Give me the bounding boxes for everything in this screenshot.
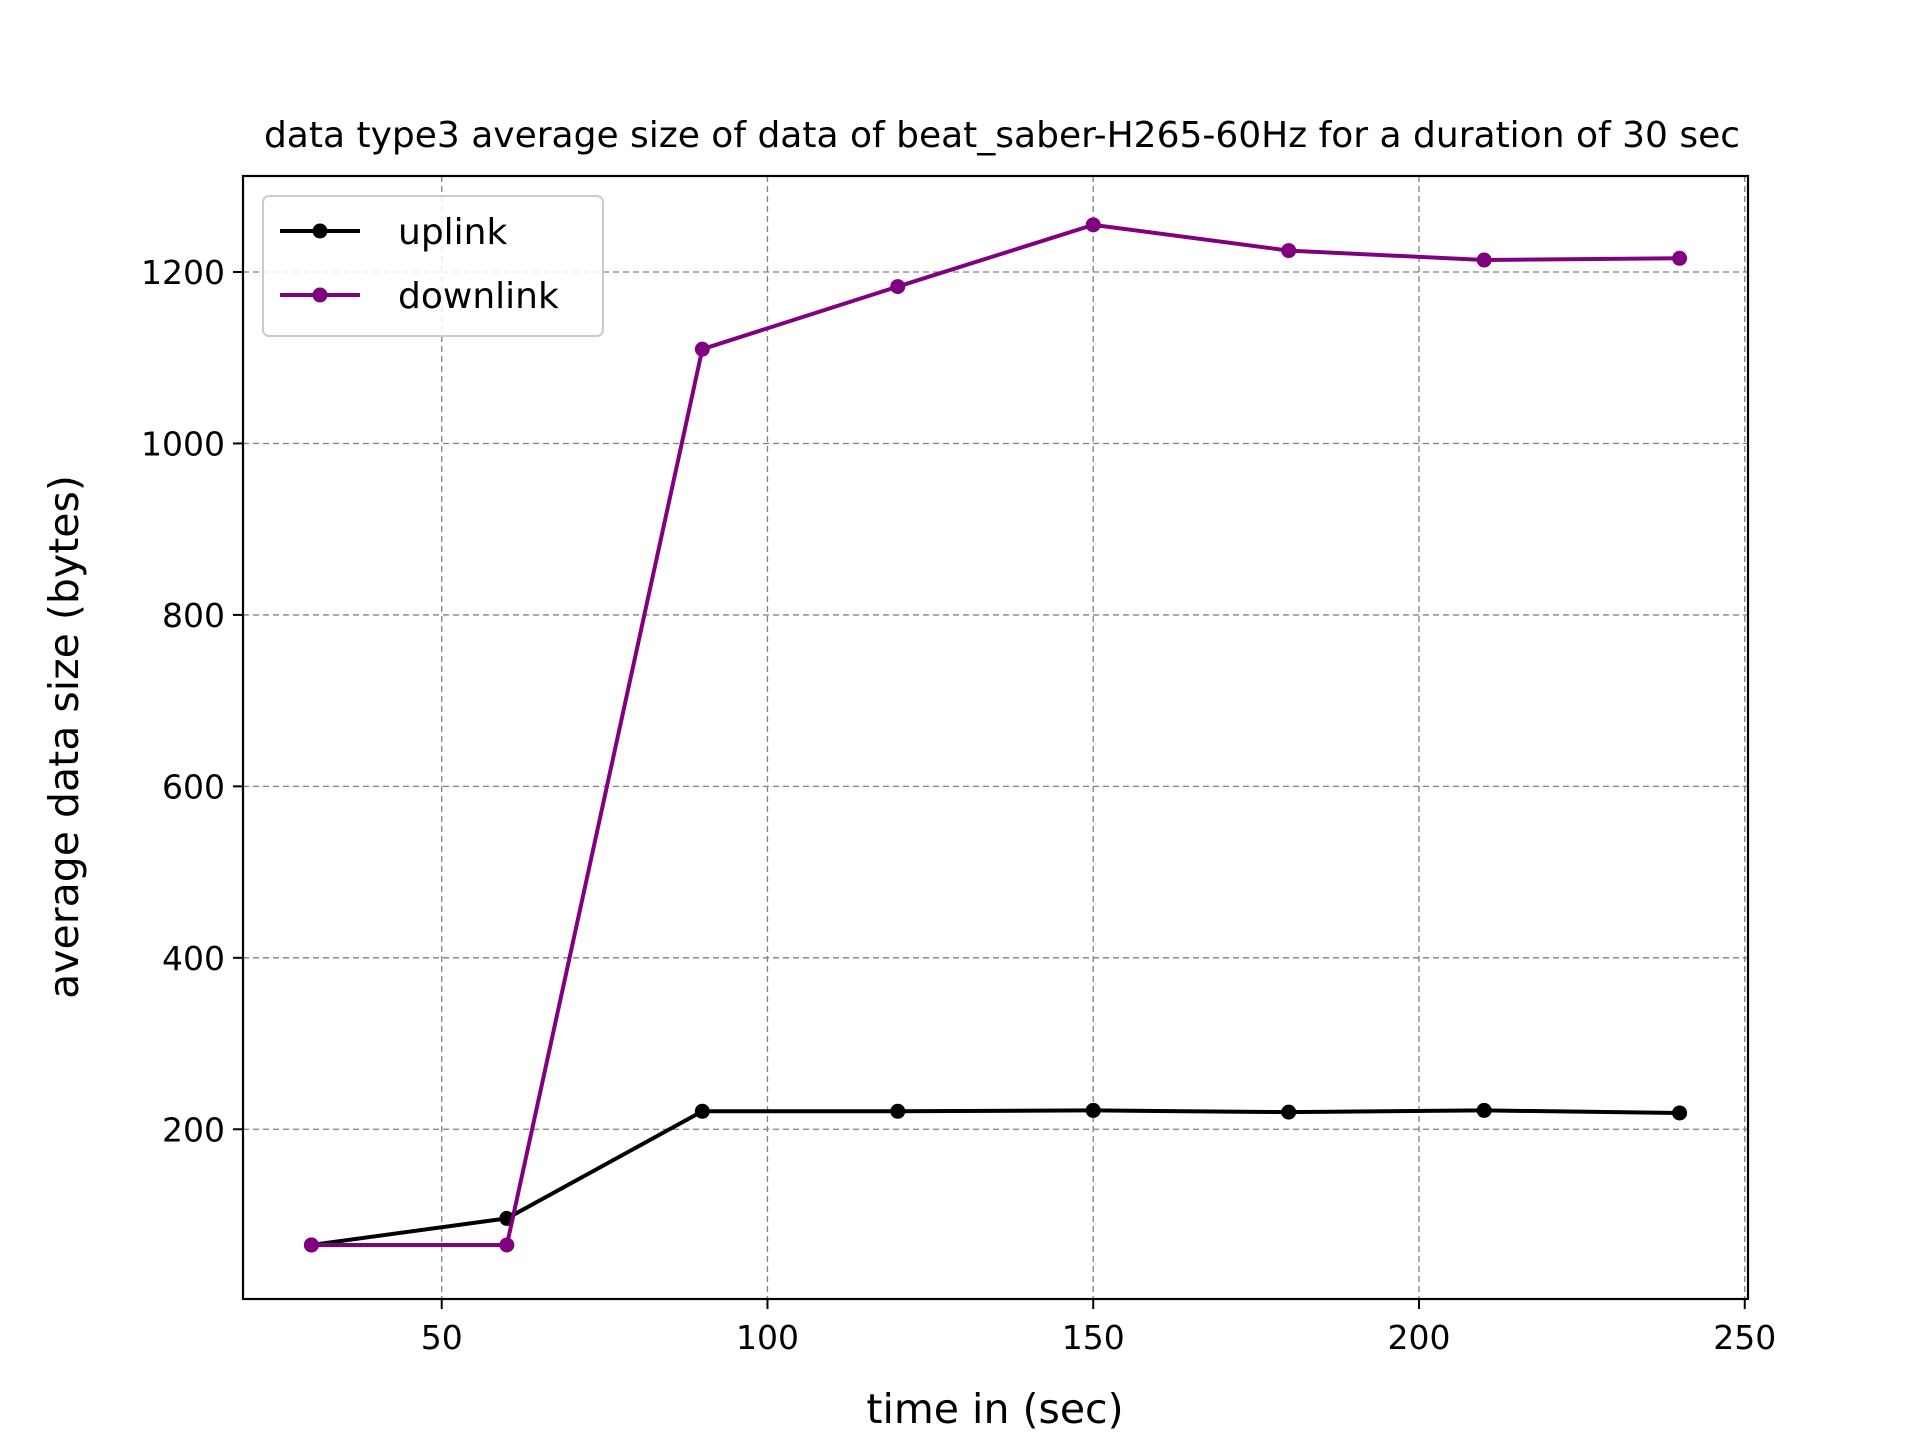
legend-marker-downlink [312, 287, 328, 303]
uplink-point [1281, 1104, 1297, 1120]
x-tick-label: 200 [1387, 1318, 1450, 1357]
downlink-point [694, 341, 710, 357]
y-axis-label: average data size (bytes) [40, 475, 88, 999]
downlink-point [499, 1237, 515, 1253]
y-axis-ticks: 200 400 600 800 1000 1200 [141, 253, 243, 1149]
uplink-line [311, 1108, 1680, 1247]
downlink-line [311, 222, 1680, 1247]
legend-marker-uplink [312, 223, 328, 239]
y-tick-label: 800 [162, 596, 225, 635]
x-tick-label: 50 [421, 1318, 463, 1357]
downlink-point [303, 1237, 319, 1253]
chart-title: data type3 average size of data of beat_… [264, 115, 1740, 156]
legend: uplink downlink [262, 195, 604, 337]
uplink-point [1672, 1105, 1688, 1121]
x-axis-ticks: 50 100 150 200 250 [421, 1299, 1776, 1357]
legend-label-uplink: uplink [398, 212, 507, 253]
legend-label-downlink: downlink [398, 276, 559, 317]
y-tick-label: 1200 [141, 253, 225, 292]
uplink-point [1085, 1102, 1101, 1118]
downlink-point [1281, 243, 1297, 259]
x-tick-label: 250 [1713, 1318, 1776, 1357]
plot-area-frame [241, 174, 1750, 1301]
x-tick-label: 150 [1062, 1318, 1125, 1357]
series-downlink [303, 217, 1688, 1253]
downlink-point [1476, 252, 1492, 268]
downlink-point [1085, 217, 1101, 233]
y-tick-label: 400 [162, 939, 225, 978]
downlink-point [890, 279, 906, 295]
series-layer [303, 217, 1688, 1253]
uplink-point [694, 1103, 710, 1119]
y-tick-label: 200 [162, 1110, 225, 1149]
x-axis-label: time in (sec) [866, 1385, 1123, 1433]
x-tick-label: 100 [736, 1318, 799, 1357]
y-tick-label: 600 [162, 767, 225, 806]
uplink-point [890, 1103, 906, 1119]
downlink-point [1672, 250, 1688, 266]
y-tick-label: 1000 [141, 424, 225, 463]
uplink-point [1476, 1102, 1492, 1118]
